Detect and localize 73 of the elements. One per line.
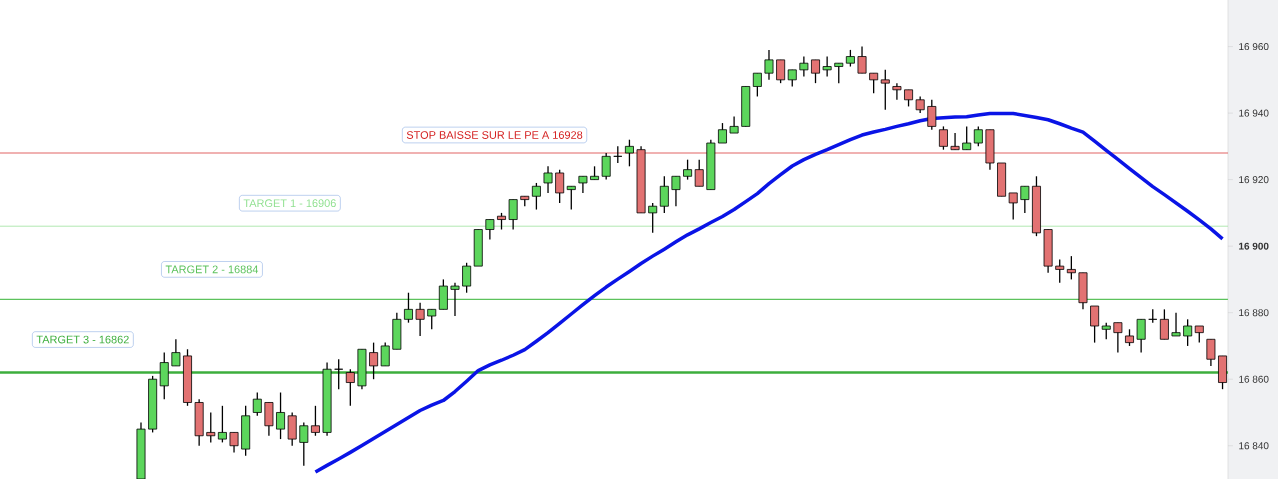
candlestick [1159,308,1169,340]
candlestick [729,115,739,134]
candlestick [369,341,379,380]
candlestick [404,292,413,324]
candlestick [776,59,786,84]
candlestick [229,431,239,454]
candlestick [624,139,634,167]
candlestick [857,45,867,74]
y-tick-label: 16 860 [1239,375,1269,383]
candlestick [276,391,286,440]
candlestick [450,282,460,317]
candlestick [1136,318,1146,354]
candlestick [485,218,495,241]
candlestick [694,159,704,187]
candlestick [1066,255,1076,281]
candlestick [345,368,355,407]
candlestick [1206,338,1216,367]
ref-line-label: STOP BAISSE SUR LE PE A 16928 [406,131,583,139]
candlestick [799,55,809,78]
candlestick [531,182,541,211]
candlestick [508,198,518,231]
candlestick [671,175,681,207]
candlestick [1171,312,1181,337]
candlestick [1008,192,1018,221]
ref-line-label: TARGET 3 - 16862 [36,335,129,344]
ref-line-label: TARGET 2 - 16884 [165,265,259,274]
candlestick [1183,318,1193,347]
candlestick [264,401,274,437]
candlestick [764,49,774,81]
candlestick [659,175,669,214]
y-tick-label: 16 840 [1239,442,1269,450]
candlestick [822,55,832,78]
candlestick [543,165,553,194]
candlestick [287,411,297,447]
candlestick [427,308,437,330]
candlestick [752,72,762,98]
y-tick-label: 16 940 [1239,109,1269,117]
candlestick [880,69,890,111]
candlestick [811,59,820,84]
candlestick [927,99,937,131]
ref-line-label: TARGET 1 - 16906 [243,199,336,208]
candlestick [252,391,262,417]
candlestick [648,202,658,234]
candlestick [683,159,693,181]
candlestick [380,341,390,367]
candlestick [938,125,948,151]
candlestick [869,72,879,94]
candlestick [950,132,960,151]
candlestick [171,338,181,367]
candlestick [299,421,309,467]
candlestick [217,405,227,444]
candlestick [566,185,576,211]
y-tick-label: 16 920 [1239,176,1269,184]
candlestick [310,405,320,437]
y-tick-label: 16 880 [1239,309,1269,317]
candlestick [555,168,565,204]
candlestick [1020,185,1030,214]
candlestick [834,62,844,84]
candlestick [206,411,216,444]
candlestick [1090,305,1100,344]
candlestick [601,152,611,181]
y-tick-label: 16 900 [1239,242,1269,250]
candlestick [1055,258,1065,284]
candlestick [159,351,169,400]
candlestick [973,125,983,148]
candlestick [415,302,425,337]
candlestick [892,82,902,101]
candlestick [718,122,727,144]
candlestick [1113,322,1123,354]
candlestick [962,125,972,151]
candlestick [438,278,448,310]
candlestick [462,262,472,294]
y-tick-label: 16 960 [1239,43,1269,51]
